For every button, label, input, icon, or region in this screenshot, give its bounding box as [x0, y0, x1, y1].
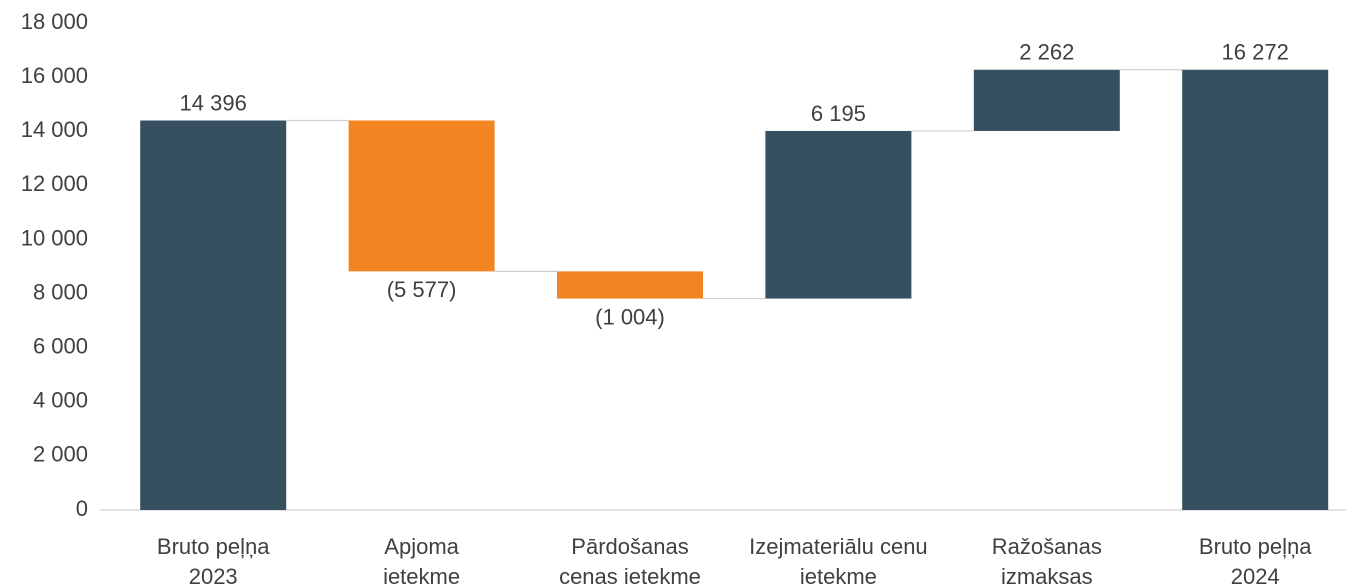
x-tick-label: Pārdošanas — [571, 534, 688, 559]
x-tick-label: Izejmateriālu cenu — [749, 534, 928, 559]
x-tick-label: Bruto peļņa — [157, 534, 270, 559]
x-tick-label: cenas ietekme — [559, 564, 701, 586]
x-tick-label: 2024 — [1231, 564, 1280, 586]
data-label: (1 004) — [595, 304, 665, 329]
x-tick-label: ietekme — [383, 564, 460, 586]
data-label: 14 396 — [180, 90, 247, 115]
bar — [140, 120, 287, 510]
bar — [1182, 69, 1329, 510]
bar — [765, 130, 912, 299]
bar — [348, 120, 495, 272]
y-tick-label: 4 000 — [33, 388, 88, 413]
y-tick-label: 2 000 — [33, 442, 88, 467]
data-label: (5 577) — [387, 277, 457, 302]
x-tick-label: 2023 — [189, 564, 238, 586]
y-tick-label: 16 000 — [21, 63, 88, 88]
y-tick-label: 10 000 — [21, 225, 88, 250]
y-tick-label: 12 000 — [21, 171, 88, 196]
data-label: 2 262 — [1019, 40, 1074, 65]
x-tick-label: Ražošanas — [992, 534, 1102, 559]
x-tick-label: ietekme — [800, 564, 877, 586]
y-tick-label: 18 000 — [21, 9, 88, 34]
y-tick-label: 6 000 — [33, 333, 88, 358]
bar — [973, 69, 1120, 131]
y-tick-label: 0 — [76, 496, 88, 521]
x-tick-label: Apjoma — [384, 534, 459, 559]
x-tick-label: Bruto peļņa — [1199, 534, 1312, 559]
data-label: 16 272 — [1222, 40, 1289, 65]
data-label: 6 195 — [811, 101, 866, 126]
y-tick-label: 14 000 — [21, 117, 88, 142]
bar — [557, 271, 703, 299]
x-tick-label: izmaksas — [1001, 564, 1093, 586]
y-tick-label: 8 000 — [33, 279, 88, 304]
